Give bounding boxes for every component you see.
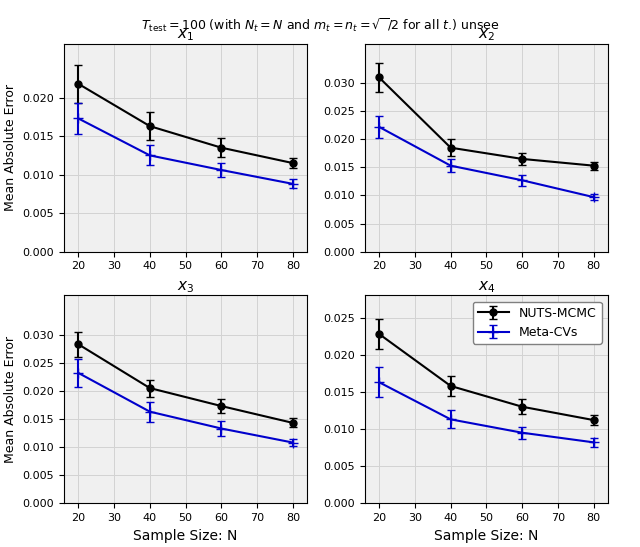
Title: $x_2$: $x_2$	[478, 27, 495, 43]
X-axis label: Sample Size: N: Sample Size: N	[434, 528, 539, 543]
Legend: NUTS-MCMC, Meta-CVs: NUTS-MCMC, Meta-CVs	[473, 301, 602, 344]
Title: $x_4$: $x_4$	[477, 279, 495, 294]
Y-axis label: Mean Absolute Error: Mean Absolute Error	[4, 84, 17, 211]
Text: $T_{\mathrm{test}} = 100$ (with $N_t = N$ and $m_t = n_t = \sqrt{\ }/2$ for all : $T_{\mathrm{test}} = 100$ (with $N_t = N…	[141, 16, 499, 34]
Y-axis label: Mean Absolute Error: Mean Absolute Error	[4, 336, 17, 463]
Title: $x_1$: $x_1$	[177, 27, 194, 43]
X-axis label: Sample Size: N: Sample Size: N	[133, 528, 238, 543]
Title: $x_3$: $x_3$	[177, 279, 195, 294]
